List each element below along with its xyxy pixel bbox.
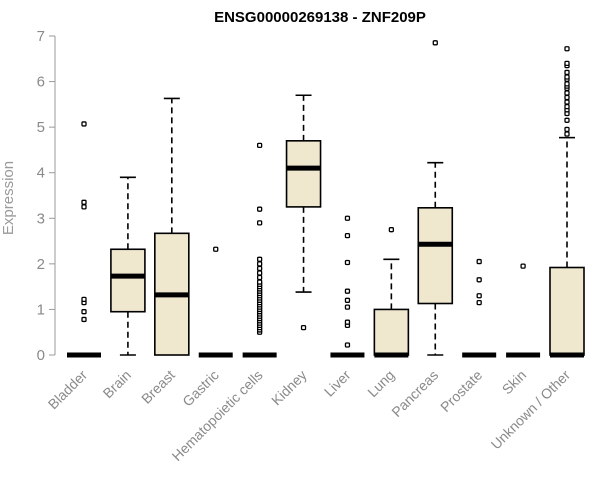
outlier-point	[256, 220, 263, 226]
outlier-point	[564, 69, 570, 76]
box-group	[506, 263, 541, 358]
box-body	[110, 248, 146, 313]
box-group	[242, 142, 277, 358]
outlier-point	[564, 90, 570, 96]
y-tick-label: 3	[37, 210, 45, 227]
box-group	[285, 94, 322, 331]
outlier-point	[476, 277, 482, 283]
box-group	[198, 246, 233, 358]
outlier-point	[344, 304, 351, 310]
outlier-point	[388, 227, 395, 233]
y-tick-label: 1	[37, 301, 45, 318]
box-body	[417, 207, 454, 305]
outlier-point	[520, 263, 526, 269]
chart-title: ENSG00000269138 - ZNF209P	[214, 9, 426, 26]
outlier-point	[81, 316, 87, 323]
outlier-point	[432, 40, 438, 46]
x-tick-label: Breast	[138, 367, 178, 407]
box-group	[67, 121, 101, 358]
outlier-point	[256, 274, 263, 281]
outlier-point	[256, 206, 263, 212]
outlier-point	[344, 215, 351, 221]
outlier-point	[476, 258, 482, 265]
y-tick-label: 5	[37, 119, 45, 136]
outlier-point	[213, 246, 219, 252]
outlier-point	[564, 99, 570, 105]
x-tick-label: Brain	[100, 367, 134, 401]
outlier-point	[81, 296, 87, 303]
outlier-point	[564, 94, 570, 101]
outlier-point	[564, 126, 570, 133]
box-group	[373, 227, 410, 358]
y-axis: 0 1 2 3 4 5 6 7	[37, 28, 56, 364]
outlier-point	[344, 342, 351, 348]
y-tick-label: 6	[37, 74, 45, 91]
box-body	[373, 308, 410, 356]
outlier-point	[344, 259, 351, 266]
x-tick-label: Gastric	[179, 367, 222, 410]
y-axis-label: Expression	[0, 161, 17, 235]
outlier-point	[81, 204, 87, 210]
x-tick-label: Prostate	[437, 367, 485, 415]
x-tick-label: Kidney	[268, 367, 310, 409]
outlier-point	[564, 117, 570, 123]
outlier-point	[476, 299, 482, 306]
outlier-point	[81, 199, 87, 205]
outlier-point	[344, 319, 351, 325]
x-tick-label: Pancreas	[388, 367, 441, 420]
box-group	[110, 176, 146, 356]
x-tick-label: Liver	[321, 367, 354, 400]
outlier-point	[256, 142, 263, 149]
box-body	[285, 140, 322, 208]
box-group	[330, 215, 365, 358]
x-tick-label: Bladder	[45, 367, 91, 413]
outlier-point	[81, 309, 87, 315]
box-group	[154, 97, 190, 356]
outlier-point	[564, 103, 570, 110]
outlier-point	[344, 232, 351, 239]
box-group	[549, 46, 585, 358]
box-body	[549, 266, 585, 356]
y-tick-label: 7	[37, 28, 45, 45]
outlier-point	[256, 270, 263, 276]
outlier-point	[81, 121, 87, 127]
outlier-point	[256, 256, 263, 262]
outlier-point	[256, 279, 263, 285]
outlier-point	[344, 288, 351, 294]
y-tick-label: 0	[37, 347, 45, 364]
x-tick-label: Unknown / Other	[488, 367, 574, 453]
box-group	[462, 258, 497, 358]
outlier-point	[564, 60, 570, 66]
outlier-point	[564, 81, 570, 87]
outlier-point	[300, 325, 307, 331]
outlier-point	[256, 265, 263, 272]
y-tick-label: 4	[37, 165, 45, 182]
box-group	[417, 40, 454, 356]
x-tick-label: Skin	[499, 367, 530, 398]
x-tick-label: Lung	[364, 367, 397, 400]
outlier-point	[344, 297, 351, 303]
outlier-point	[564, 74, 570, 80]
boxes-layer	[67, 40, 585, 358]
outlier-point	[256, 261, 263, 267]
outlier-point	[476, 293, 482, 299]
outlier-point	[564, 131, 570, 137]
y-tick-label: 2	[37, 256, 45, 273]
outlier-point	[564, 46, 570, 52]
